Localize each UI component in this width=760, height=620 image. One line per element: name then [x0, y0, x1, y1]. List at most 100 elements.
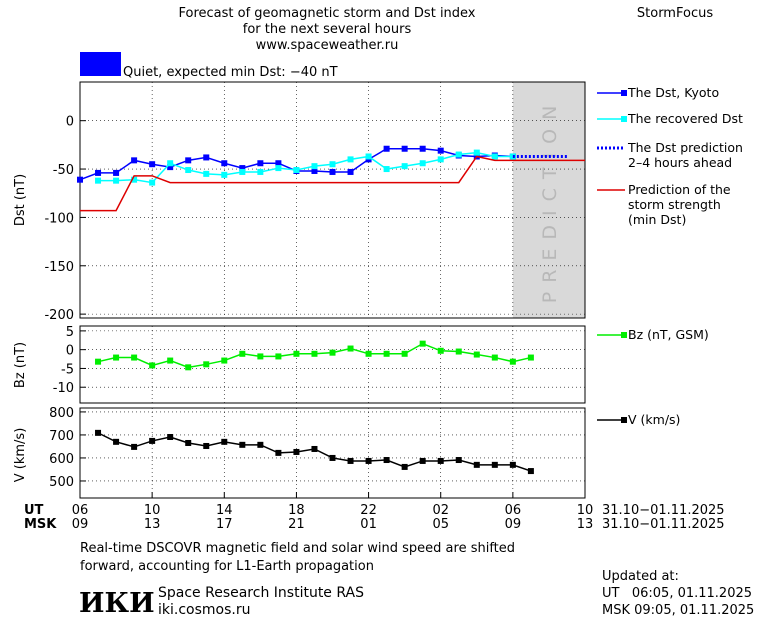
y-tick-label: 0 — [66, 344, 74, 359]
x-tick-label-msk: 05 — [432, 517, 449, 532]
y-tick-label: -50 — [53, 163, 74, 178]
data-point — [257, 160, 264, 167]
data-point — [167, 434, 174, 441]
data-point — [329, 454, 336, 461]
data-point — [113, 177, 120, 184]
data-point — [131, 443, 138, 450]
data-point — [491, 461, 498, 468]
legend-marker — [621, 90, 627, 96]
data-point — [437, 457, 444, 464]
brand: StormFocus — [637, 6, 713, 21]
data-point — [257, 353, 264, 360]
legend-label: The Dst prediction 2–4 hours ahead — [627, 140, 743, 170]
data-point — [401, 163, 408, 170]
x-date-label: 31.10−01.11.2025 — [602, 517, 725, 532]
data-point — [383, 350, 390, 357]
data-point — [329, 349, 336, 356]
data-point — [473, 149, 480, 156]
data-point — [311, 163, 318, 170]
x-tick-label-msk: 09 — [505, 517, 522, 532]
data-point — [473, 351, 480, 358]
legend-label: The recovered Dst — [627, 111, 743, 126]
x-tick-label: 22 — [360, 503, 377, 518]
x-tick-label: 14 — [216, 503, 233, 518]
note: forward, accounting for L1-Earth propaga… — [80, 559, 374, 574]
y-tick-label: -200 — [44, 308, 74, 323]
data-point — [203, 154, 210, 161]
data-point — [113, 169, 120, 176]
x-tick-label-msk: 09 — [72, 517, 89, 532]
data-point — [95, 169, 102, 176]
data-point — [347, 168, 354, 175]
data-point — [113, 438, 120, 445]
data-point — [347, 156, 354, 163]
data-point — [509, 461, 516, 468]
x-tick-label: 06 — [72, 503, 89, 518]
data-point — [131, 157, 138, 164]
data-point — [149, 179, 156, 186]
data-point — [221, 160, 228, 167]
data-point — [293, 448, 300, 455]
site: iki.cosmos.ru — [158, 602, 250, 618]
y-axis-label: Dst (nT) — [13, 174, 28, 226]
data-point — [185, 157, 192, 164]
plot-frame — [79, 407, 586, 499]
y-tick-label: 500 — [49, 475, 74, 490]
data-point — [509, 358, 516, 365]
data-point — [383, 145, 390, 152]
y-tick-label: 800 — [49, 406, 74, 421]
data-point — [257, 168, 264, 175]
legend-label: The Dst, Kyoto — [627, 85, 719, 100]
y-tick-label: 5 — [66, 325, 74, 340]
y-axis-label: V (km/s) — [13, 428, 28, 483]
data-point — [221, 171, 228, 178]
data-point — [203, 170, 210, 177]
institute: Space Research Institute RAS — [158, 585, 364, 601]
x-tick-label-msk: 21 — [288, 517, 305, 532]
x-tick-label-msk: 13 — [577, 517, 594, 532]
data-point — [365, 153, 372, 160]
data-point — [167, 357, 174, 364]
data-point — [95, 177, 102, 184]
data-point — [185, 439, 192, 446]
data-point — [131, 176, 138, 183]
y-tick-label: -10 — [53, 381, 74, 396]
series-line — [79, 147, 513, 181]
data-point — [329, 168, 336, 175]
series-line — [80, 155, 585, 212]
data-point — [275, 165, 282, 172]
x-tick-label: 10 — [144, 503, 161, 518]
x-date-label: 31.10−01.11.2025 — [602, 503, 725, 518]
data-point — [455, 348, 462, 355]
data-point — [473, 461, 480, 468]
data-point — [419, 160, 426, 167]
data-point — [491, 354, 498, 361]
prediction-label: PREDICTION — [539, 97, 561, 304]
data-point — [95, 358, 102, 365]
data-point — [311, 350, 318, 357]
data-point — [455, 457, 462, 464]
data-point — [221, 438, 228, 445]
status-box — [80, 52, 121, 76]
y-tick-label: -5 — [61, 362, 74, 377]
data-point — [491, 153, 498, 160]
updated: UT 06:05, 01.11.2025 — [602, 586, 752, 601]
y-axis-label: Bz (nT) — [13, 342, 28, 388]
data-point — [167, 164, 174, 171]
updated: MSK 09:05, 01.11.2025 — [602, 603, 754, 618]
data-point — [293, 350, 300, 357]
y-tick-label: 600 — [49, 452, 74, 467]
data-point — [275, 353, 282, 360]
data-point — [203, 442, 210, 449]
data-point — [149, 161, 156, 168]
data-point — [455, 151, 462, 158]
data-point — [347, 457, 354, 464]
y-tick-label: 700 — [49, 429, 74, 444]
data-point — [365, 457, 372, 464]
data-point — [113, 354, 120, 361]
site-url: www.spaceweather.ru — [256, 38, 399, 53]
data-point — [419, 145, 426, 152]
status-text: Quiet, expected min Dst: −40 nT — [123, 65, 338, 80]
data-point — [221, 357, 228, 364]
series-line — [98, 151, 513, 184]
